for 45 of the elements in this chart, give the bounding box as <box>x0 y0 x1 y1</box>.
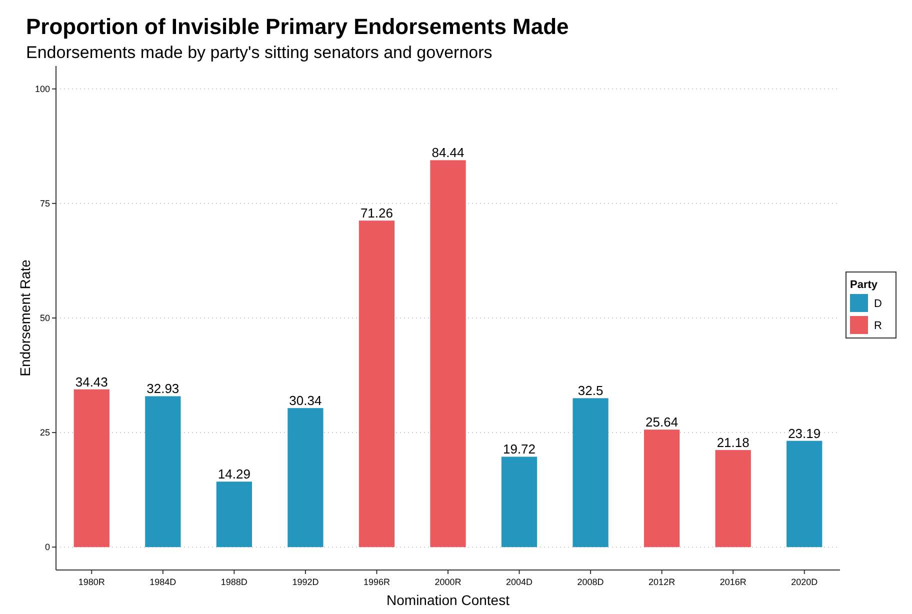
bar <box>145 396 181 548</box>
bar <box>644 430 680 548</box>
y-tick-label: 100 <box>34 84 50 94</box>
x-tick-label: 2012R <box>648 577 676 587</box>
chart-title: Proportion of Invisible Primary Endorsements Made <box>26 14 569 39</box>
y-tick-label: 75 <box>40 198 50 208</box>
data-label: 30.34 <box>289 393 322 408</box>
legend-title: Party <box>850 279 878 291</box>
chart-subtitle: Endorsements made by party's sitting senators and governors <box>26 43 492 62</box>
legend-label: D <box>874 298 882 310</box>
data-label: 21.18 <box>716 435 750 450</box>
data-label: 19.72 <box>503 442 536 457</box>
x-tick-label: 1980R <box>78 577 106 587</box>
bar <box>501 456 538 548</box>
data-label: 84.44 <box>432 145 464 160</box>
x-tick-label: 2004D <box>506 577 534 587</box>
y-tick-label: 25 <box>40 428 50 438</box>
data-label: 32.5 <box>578 383 604 398</box>
bar <box>572 398 608 548</box>
x-axis-title: Nomination Contest <box>386 592 510 608</box>
legend-label: R <box>874 320 882 332</box>
x-tick-label: 2000R <box>434 577 462 587</box>
data-label: 23.19 <box>788 426 821 441</box>
x-tick-label: 1984D <box>150 577 177 587</box>
bar <box>74 389 110 548</box>
bar <box>430 160 466 548</box>
x-tick-label: 2016R <box>720 577 747 587</box>
x-tick-label: 2020D <box>791 577 818 587</box>
data-label: 25.64 <box>646 414 678 430</box>
bar <box>288 408 324 548</box>
x-tick-label: 1988D <box>220 577 248 587</box>
x-tick-label: 1996R <box>363 577 390 587</box>
bar <box>715 450 751 548</box>
y-tick-label: 50 <box>40 313 50 323</box>
bar <box>358 220 395 548</box>
data-label: 14.29 <box>218 466 250 482</box>
y-tick-label: 0 <box>44 542 50 552</box>
data-label: 32.93 <box>146 381 180 396</box>
y-axis-title: Endorsement Rate <box>17 259 33 376</box>
x-tick-label: 1992D <box>292 577 320 587</box>
data-label: 34.43 <box>75 374 108 390</box>
bar <box>786 440 822 548</box>
bar <box>216 482 252 548</box>
x-tick-label: 2008D <box>577 577 604 587</box>
data-label: 71.26 <box>360 206 393 221</box>
